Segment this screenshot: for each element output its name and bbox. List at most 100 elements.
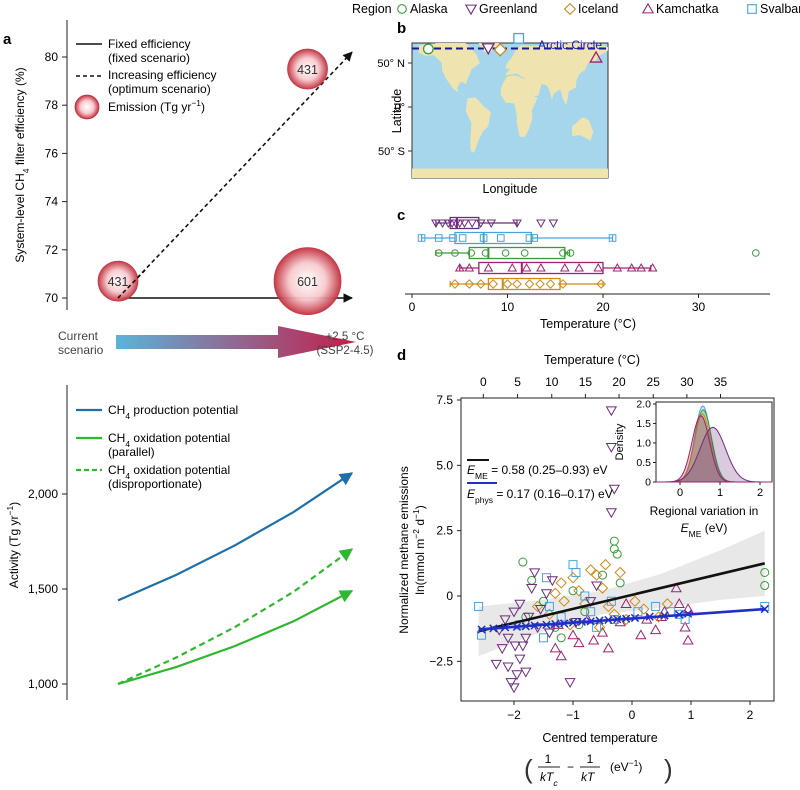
formula-den-1-part: c: [553, 778, 558, 788]
c-point-greenland: [512, 219, 522, 228]
a-bottom-legend-sub: (disproportionate): [108, 477, 202, 491]
c-point-svalbard: [479, 234, 488, 242]
d-point-svalbard: [544, 601, 554, 611]
a-bottom-legend-label-part: production potential: [130, 403, 238, 417]
emission-bubble-label: 601: [297, 275, 318, 289]
formula-den-1: kTc: [540, 770, 558, 788]
d-point-greenland: [496, 644, 508, 655]
a-bottom-legend-label-part: 4: [125, 439, 130, 449]
arctic-circle-label: Arctic Circle: [538, 38, 602, 52]
c-x-tick-label: 10: [501, 300, 515, 314]
d-point-alaska: [580, 607, 590, 617]
d-cross-point: [675, 610, 684, 619]
d-point-alaska: [760, 567, 770, 577]
map-y-tick-label: 50° S: [378, 146, 405, 158]
legend-label-iceland: Iceland: [578, 2, 618, 16]
d-ci-band: [478, 530, 765, 657]
d-point-greenland: [585, 597, 597, 608]
d-point-greenland: [509, 641, 521, 652]
inset-y-tick-label: 0: [645, 477, 651, 489]
emission-bubble: [287, 48, 328, 90]
inset-y-tick-label: 1.0: [636, 437, 651, 449]
inset-x-label-line2: EME (eV): [681, 521, 728, 539]
panel-label-a: a: [3, 31, 12, 48]
d-point-kamchatka: [573, 637, 585, 648]
c-point-kamchatka: [574, 263, 584, 272]
d-point-greenland: [526, 584, 538, 594]
map-landmass: [465, 97, 491, 153]
map-landmass: [412, 168, 608, 178]
map-site-bg: [423, 44, 433, 54]
c-point-greenland: [475, 219, 486, 228]
map-y-label: Latitude: [390, 89, 404, 134]
formula-paren-close: ): [664, 754, 673, 784]
d-cross-point: [660, 611, 669, 620]
c-point-greenland: [431, 219, 441, 228]
d-point-svalbard: [586, 607, 596, 617]
a-top-y-tick-label: 70: [45, 291, 59, 305]
d-point-alaska: [518, 557, 528, 567]
d-point-greenland: [502, 662, 514, 673]
c-x-tick-label: 20: [596, 300, 610, 314]
formula-den-1-part: kT: [540, 770, 555, 784]
d-y-tick-label: −2.5: [429, 654, 453, 668]
d-point-greenland: [514, 654, 526, 665]
c-point-kamchatka: [636, 263, 647, 272]
c-point-iceland: [535, 279, 545, 289]
scenario-gradient-arrow: [116, 326, 356, 358]
d-y-tick-label: 5.0: [436, 458, 453, 472]
c-point-kamchatka: [483, 263, 494, 272]
d-point-svalbard: [760, 601, 770, 611]
d-cross-point: [542, 620, 551, 629]
d-x-tick-label: −1: [566, 708, 580, 722]
d-point-kamchatka: [602, 642, 615, 653]
ephys-subscript: phys: [475, 495, 493, 505]
d-point-greenland: [490, 659, 502, 670]
d-cross-point: [512, 622, 522, 631]
eme-subscript: ME: [475, 471, 488, 481]
d-point-greenland: [543, 628, 556, 639]
d-cross-point: [586, 617, 595, 626]
d-cross-point: [645, 612, 654, 621]
d-point-alaska: [760, 581, 770, 591]
d-cross-point: [630, 613, 640, 623]
d-y-tick-label: 7.5: [436, 393, 453, 407]
legend-label-alaska: Alaska: [410, 2, 448, 16]
map-site-alaska: [422, 43, 434, 55]
c-point-svalbard: [497, 234, 505, 242]
a-top-y-tick-label: 76: [45, 146, 59, 160]
c-x-label: Temperature (°C): [540, 317, 636, 331]
emission-bubble-label: 431: [108, 275, 129, 289]
legend-emission-part: Emission (Tg yr: [108, 100, 191, 114]
d-point-greenland: [505, 678, 517, 689]
d-point-svalbard: [474, 601, 484, 611]
d-y-label-line2-part: ln(mmol m: [413, 539, 427, 595]
a-bottom-y-label: Activity (Tg yr−1): [5, 502, 21, 588]
a-top-y-tick-label: 80: [45, 50, 59, 64]
ephys-value: = 0.17 (0.16–0.17) eV: [493, 487, 613, 501]
d-point-alaska: [609, 536, 619, 546]
scenario-arrow: Current scenario +2.5 °C (SSP2-4.5): [58, 326, 374, 358]
d-point-greenland: [502, 633, 514, 644]
c-point-svalbard: [608, 234, 617, 242]
panel-b-map: 50° N 0° 50° S Longitude Latitude Arctic C…: [377, 32, 609, 196]
a-bottom-legend-label-part: 4: [125, 411, 130, 421]
formula-unit-part: ): [638, 760, 642, 774]
d-point-iceland: [599, 558, 612, 571]
d-top-tick-label: 30: [680, 375, 694, 389]
inset-y-label: Density: [614, 423, 626, 460]
c-point-alaska: [752, 249, 760, 257]
d-top-tick-label: 35: [714, 375, 728, 389]
c-box-svalbard: [454, 231, 533, 245]
formula-num-2: 1: [587, 752, 594, 766]
legend-increasing-line2: (optimum scenario): [108, 82, 211, 96]
c-point-kamchatka: [464, 263, 475, 272]
panel-label-b: b: [397, 20, 406, 37]
panel-c-boxplot: 0 10 20 30 Temperature (°C): [405, 216, 770, 331]
d-y-tick-label: 0: [446, 589, 453, 603]
c-point-kamchatka: [454, 263, 465, 272]
emission-bubble-label: 431: [297, 63, 318, 77]
